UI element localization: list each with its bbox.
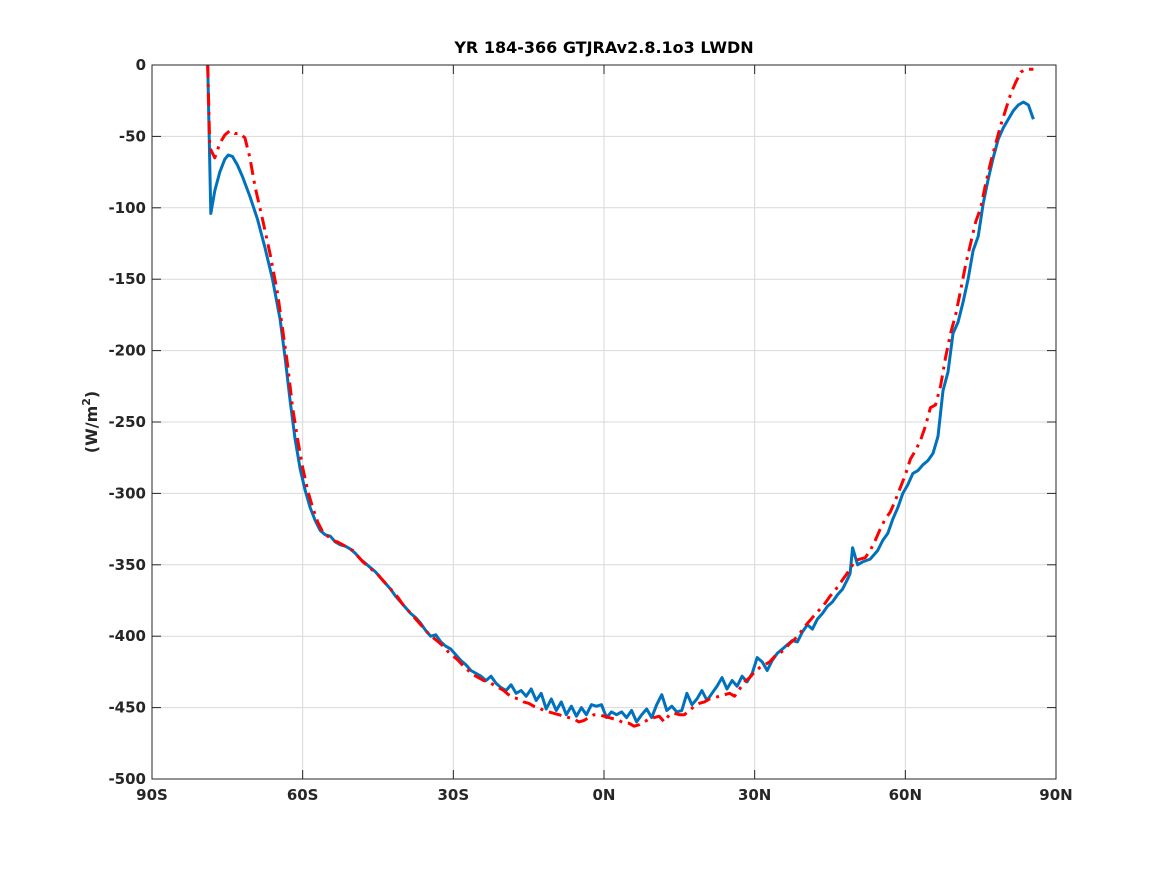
y-axis-label-main: (W/m — [82, 406, 101, 453]
x-tick-label: 60S — [287, 786, 319, 804]
x-tick-label: 30N — [738, 786, 771, 804]
y-tick-label: -400 — [108, 627, 146, 645]
y-tick-label: -200 — [108, 342, 146, 360]
y-tick-label: -250 — [108, 413, 146, 431]
y-axis-label: (W/m2) — [80, 391, 101, 453]
y-tick-label: -50 — [119, 127, 146, 145]
y-tick-label: -500 — [108, 770, 146, 788]
y-tick-label: -300 — [108, 484, 146, 502]
chart-title: YR 184-366 GTJRAv2.8.1o3 LWDN — [453, 38, 753, 57]
x-tick-label: 0N — [593, 786, 616, 804]
x-tick-label: 90N — [1039, 786, 1072, 804]
series-group — [206, 64, 1035, 728]
y-tick-label: -350 — [108, 556, 146, 574]
series-line-2 — [206, 64, 1034, 728]
ticks: 90S 60S 30S 0N 30N 60N 90N 0 -50 -100 -150 -200 -250… — [108, 56, 1072, 804]
y-tick-label: 0 — [136, 56, 146, 74]
y-tick-label: -150 — [108, 270, 146, 288]
x-tick-label: 30S — [437, 786, 469, 804]
y-tick-label: -100 — [108, 199, 146, 217]
x-tick-label: 90S — [136, 786, 168, 804]
x-tick-label: 60N — [889, 786, 922, 804]
y-axis-label-close: ) — [82, 391, 101, 398]
y-tick-label: -450 — [108, 699, 146, 717]
y-axis-label-superscript: 2 — [80, 398, 93, 406]
